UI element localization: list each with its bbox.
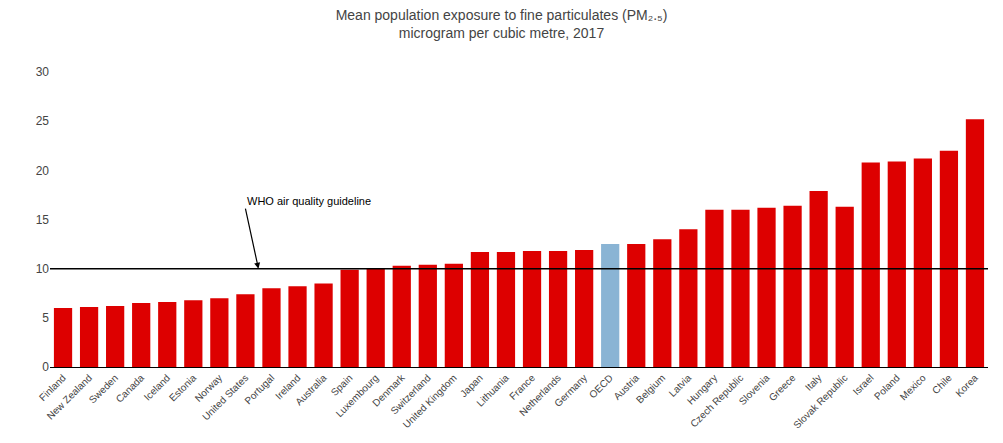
svg-text:Belgium: Belgium [634, 372, 667, 405]
svg-text:Portugal: Portugal [242, 372, 276, 406]
svg-text:30: 30 [36, 65, 50, 79]
svg-text:Germany: Germany [552, 372, 589, 409]
svg-text:Mexico: Mexico [898, 372, 928, 402]
svg-text:25: 25 [36, 114, 50, 128]
svg-text:Latvia: Latvia [667, 372, 694, 399]
svg-text:Israel: Israel [851, 372, 876, 397]
svg-text:Canada: Canada [114, 372, 147, 405]
svg-text:Poland: Poland [872, 372, 902, 402]
svg-text:Chile: Chile [930, 372, 954, 396]
svg-text:Sweden: Sweden [87, 372, 120, 405]
svg-text:Finland: Finland [37, 372, 68, 403]
svg-text:WHO air quality guideline: WHO air quality guideline [247, 195, 371, 207]
svg-text:10: 10 [36, 262, 50, 276]
svg-text:Lithuania: Lithuania [474, 372, 511, 409]
svg-text:Estonia: Estonia [167, 372, 199, 404]
svg-text:Ireland: Ireland [273, 372, 302, 401]
svg-text:France: France [507, 372, 537, 402]
svg-text:Switzerland: Switzerland [388, 372, 432, 416]
svg-text:Iceland: Iceland [142, 372, 173, 403]
svg-text:Korea: Korea [953, 372, 980, 399]
svg-text:Italy: Italy [803, 372, 824, 393]
svg-text:Spain: Spain [329, 372, 355, 398]
svg-text:United States: United States [200, 372, 250, 422]
svg-text:Luxembourg: Luxembourg [334, 372, 381, 419]
svg-text:Greece: Greece [767, 372, 798, 403]
svg-text:United Kingdom: United Kingdom [401, 372, 459, 430]
svg-text:Japan: Japan [458, 372, 485, 399]
svg-text:5: 5 [42, 311, 49, 325]
svg-text:OECD: OECD [587, 372, 615, 400]
svg-text:Denmark: Denmark [370, 371, 407, 408]
svg-text:Hungary: Hungary [685, 372, 720, 407]
svg-text:Austria: Austria [611, 372, 641, 402]
svg-text:Slovak Republic: Slovak Republic [791, 372, 849, 430]
svg-text:Australia: Australia [293, 372, 329, 408]
svg-text:Norway: Norway [193, 372, 225, 404]
svg-text:Czech Republic: Czech Republic [688, 372, 745, 429]
svg-text:20: 20 [36, 164, 50, 178]
svg-text:Mean population exposure to fi: Mean population exposure to fine particu… [336, 7, 668, 41]
svg-text:15: 15 [36, 213, 50, 227]
svg-text:Netherlands: Netherlands [517, 372, 563, 418]
svg-text:Slovenia: Slovenia [737, 372, 772, 407]
svg-text:New Zealand: New Zealand [45, 372, 94, 421]
svg-text:0: 0 [42, 360, 49, 374]
